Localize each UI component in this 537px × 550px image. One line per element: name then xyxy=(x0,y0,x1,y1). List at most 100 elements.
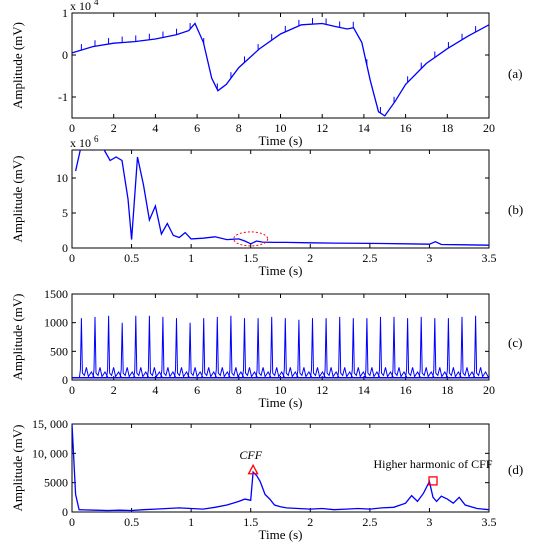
panel-c: 0 2 4 6 8 10 12 14 16 18 20 0 500 1000 1500 Time (s) Amp… xyxy=(10,287,522,410)
panel-a: 0 2 4 6 8 10 12 14 16 18 20 -1 0 1 x 10 4 Time (s) Ampli… xyxy=(10,0,522,148)
y-tick-label: 10, 000 xyxy=(32,446,68,460)
spike xyxy=(214,316,231,378)
spike xyxy=(187,322,204,378)
axes-frame xyxy=(71,12,490,119)
x-tick-label: 0 xyxy=(69,515,75,529)
spike xyxy=(78,318,95,378)
y-tick-label: 5 xyxy=(62,206,68,220)
plot-area xyxy=(74,150,489,246)
y-tick-label: 1000 xyxy=(44,316,68,330)
spike xyxy=(391,316,408,378)
spike xyxy=(106,315,123,378)
y-tick-label: 5000 xyxy=(44,476,68,490)
annotation-text: CFF xyxy=(239,448,262,462)
x-tick-label: 0 xyxy=(69,121,75,135)
spike xyxy=(296,319,313,378)
plot-area xyxy=(72,18,489,117)
dashed-ellipse xyxy=(233,231,269,247)
spike xyxy=(473,315,489,378)
spike xyxy=(364,318,381,378)
x-tick-label: 2 xyxy=(111,121,117,135)
x-tick-label: 14 xyxy=(358,121,370,135)
x-tick-label: 1 xyxy=(188,251,194,265)
square-marker xyxy=(428,476,438,486)
spike xyxy=(459,316,476,378)
panel-label: (d) xyxy=(508,462,523,477)
x-tick-label: 1.5 xyxy=(243,515,258,529)
x-tick-label: 12 xyxy=(316,383,328,397)
y-multiplier-label: x 10 4 xyxy=(70,0,99,13)
x-tick-label: 0.5 xyxy=(124,515,139,529)
x-tick-label: 0.5 xyxy=(124,251,139,265)
x-tick-label: 16 xyxy=(400,121,412,135)
y-tick-label: 0 xyxy=(62,48,68,62)
x-tick-label: 12 xyxy=(316,121,328,135)
y-tick-label: 500 xyxy=(50,344,68,358)
y-tick-label: -1 xyxy=(58,90,68,104)
x-tick-label: 2.5 xyxy=(362,515,377,529)
x-tick-label: 8 xyxy=(236,121,242,135)
x-tick-label: 3 xyxy=(426,251,432,265)
x-axis-label: Time (s) xyxy=(259,133,303,148)
spike xyxy=(282,318,299,378)
x-tick-label: 6 xyxy=(194,121,200,135)
x-tick-label: 1 xyxy=(188,515,194,529)
y-tick-label: 1500 xyxy=(44,287,68,301)
y-tick-label: 1 xyxy=(62,6,68,20)
y-axis-label: Amplitude (mV) xyxy=(10,293,25,380)
spike xyxy=(228,315,245,378)
panel-label: (a) xyxy=(508,66,522,81)
x-tick-label: 1.5 xyxy=(243,251,258,265)
spike xyxy=(445,318,462,378)
axes-frame xyxy=(71,423,490,513)
x-tick-label: 20 xyxy=(483,383,495,397)
annotation-text: Higher harmonic of CFF xyxy=(374,457,493,471)
y-tick-label: 0 xyxy=(62,373,68,387)
x-tick-label: 6 xyxy=(194,383,200,397)
y-tick-label: 0 xyxy=(62,505,68,519)
plot-area xyxy=(72,424,489,512)
x-tick-label: 10 xyxy=(275,383,287,397)
plot-area xyxy=(72,315,489,379)
x-tick-label: 2 xyxy=(307,515,313,529)
spike xyxy=(160,316,177,378)
x-tick-label: 20 xyxy=(483,121,495,135)
x-tick-label: 3.5 xyxy=(482,515,497,529)
panel-label: (c) xyxy=(508,335,522,350)
x-tick-label: 16 xyxy=(400,383,412,397)
x-tick-label: 18 xyxy=(441,121,453,135)
x-tick-label: 2 xyxy=(307,251,313,265)
spike xyxy=(418,316,435,378)
x-axis-label: Time (s) xyxy=(259,263,303,278)
spike xyxy=(242,318,258,378)
y-axis-label: Amplitude (mV) xyxy=(10,424,25,511)
spike xyxy=(269,316,286,378)
y-axis-label: Amplitude (mV) xyxy=(10,155,25,242)
x-axis-label: Time (s) xyxy=(259,395,303,410)
x-tick-label: 3.5 xyxy=(482,251,497,265)
x-tick-label: 14 xyxy=(358,383,370,397)
axes-frame xyxy=(71,149,490,249)
panel-d: 0 0.5 1 1.5 2 2.5 3 3.5 0 5000 10, 000 15, 000 Time … xyxy=(10,417,523,542)
x-tick-label: 2.5 xyxy=(362,251,377,265)
y-tick-label: 0 xyxy=(62,241,68,255)
y-tick-label: 10 xyxy=(56,171,68,185)
x-tick-label: 4 xyxy=(152,121,158,135)
y-tick-label: 15, 000 xyxy=(32,417,68,431)
x-tick-label: 3 xyxy=(426,515,432,529)
spike xyxy=(337,316,354,378)
panel-label: (b) xyxy=(508,202,523,217)
triangle-marker xyxy=(247,463,259,475)
y-axis-label: Amplitude (mV) xyxy=(10,22,25,109)
series-line xyxy=(72,424,489,512)
x-axis-label: Time (s) xyxy=(259,527,303,542)
spike xyxy=(201,318,218,378)
spike xyxy=(405,318,422,378)
spike xyxy=(133,315,150,378)
x-tick-label: 10 xyxy=(275,121,287,135)
spike xyxy=(92,316,109,378)
x-tick-label: 4 xyxy=(152,383,158,397)
series-line xyxy=(74,150,489,246)
spike xyxy=(174,318,190,378)
